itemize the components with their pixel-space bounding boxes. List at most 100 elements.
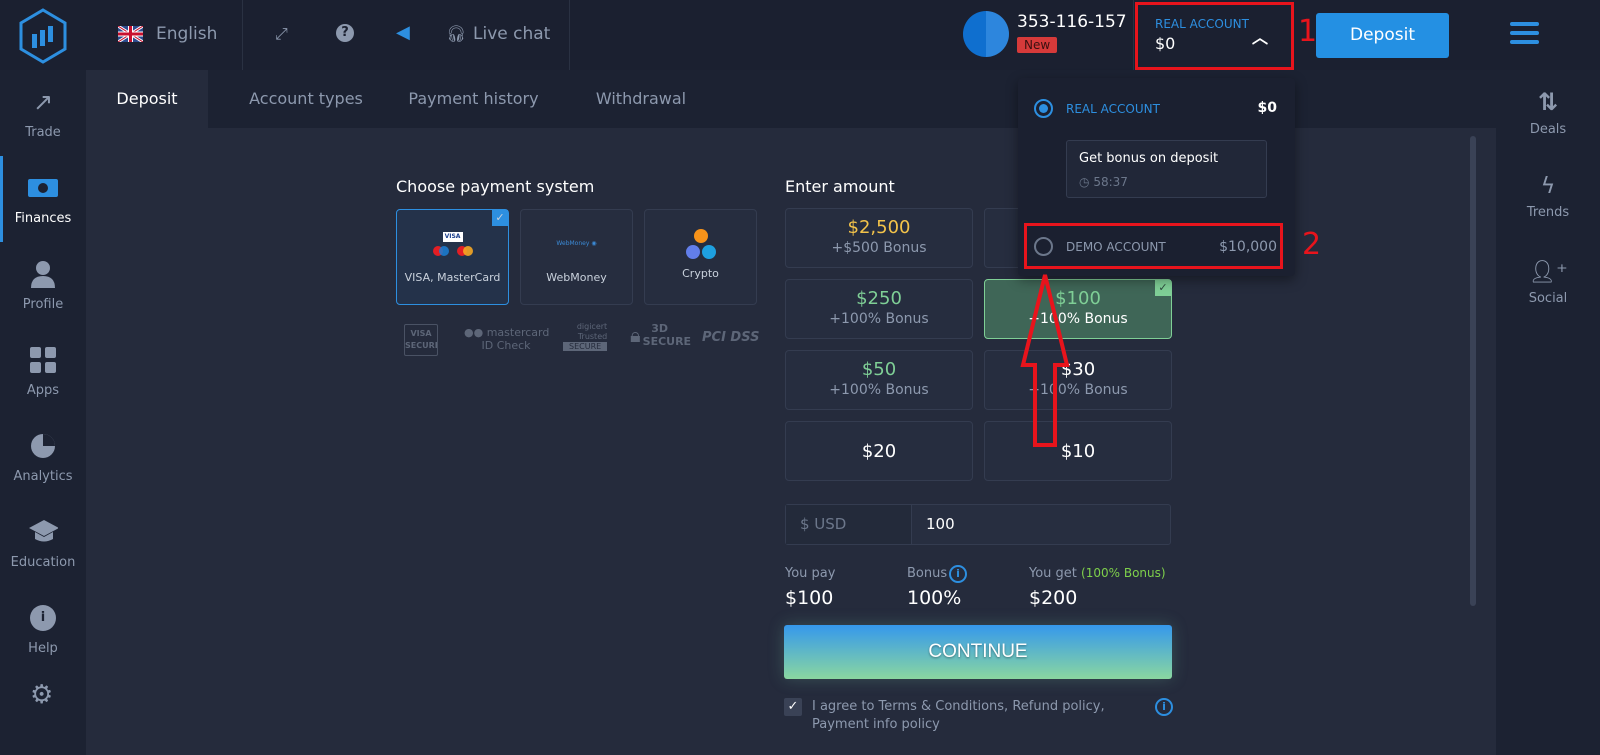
amount-value: $50 bbox=[861, 359, 897, 380]
annotation-box-2 bbox=[1024, 223, 1283, 269]
account-switcher[interactable]: REAL ACCOUNT $0 ︿ bbox=[1136, 2, 1294, 70]
payment-method-label: Crypto bbox=[682, 267, 719, 280]
uk-flag-icon bbox=[117, 24, 144, 44]
deposit-button[interactable]: Deposit bbox=[1316, 13, 1449, 58]
logo-icon[interactable] bbox=[18, 8, 68, 68]
agree-text[interactable]: I agree to Terms & Conditions, Refund po… bbox=[812, 699, 1105, 732]
trend-up-icon: ↗ bbox=[32, 87, 54, 116]
radio-unselected-icon bbox=[1034, 237, 1053, 256]
real-account-balance: $0 bbox=[1257, 100, 1277, 116]
amount-option[interactable]: $250 +100% Bonus bbox=[785, 279, 973, 339]
amount-option[interactable]: $30 +100% Bonus bbox=[984, 350, 1172, 410]
bonus-info-icon[interactable]: i bbox=[949, 565, 967, 583]
sidebar-item-label: Apps bbox=[26, 382, 60, 398]
check-icon: ✓ bbox=[492, 210, 508, 226]
you-get-note: (100% Bonus) bbox=[1081, 566, 1166, 580]
payment-method-label: VISA, MasterCard bbox=[404, 271, 501, 284]
amount-option[interactable]: $2,500 +$500 Bonus bbox=[785, 208, 973, 268]
scrollbar[interactable] bbox=[1470, 136, 1476, 606]
menu-icon[interactable] bbox=[1510, 22, 1539, 44]
amount-value: $2,500 bbox=[847, 217, 911, 238]
annotation-arrow-icon bbox=[1020, 274, 1070, 447]
demo-account-label: DEMO ACCOUNT bbox=[1066, 240, 1166, 254]
bonus-promo[interactable]: Get bonus on deposit ◷ 58:37 bbox=[1066, 140, 1267, 198]
sidebar: ↗ Trade Finances Profile Apps Analytics E… bbox=[0, 70, 86, 755]
annotation-number-1: 1 bbox=[1298, 14, 1318, 49]
annotation-box-1 bbox=[1135, 2, 1294, 70]
sidebar-item-apps[interactable]: Apps bbox=[0, 328, 86, 414]
sidebar-item-help[interactable]: i Help bbox=[0, 586, 86, 672]
headset-icon: 🎧︎ bbox=[446, 24, 467, 43]
sidebar-item-analytics[interactable]: Analytics bbox=[0, 414, 86, 500]
amount-option[interactable]: $20 bbox=[785, 421, 973, 481]
info-icon: i bbox=[28, 603, 58, 633]
sidebar-item-label: Help bbox=[28, 640, 58, 656]
user-icon bbox=[28, 259, 58, 289]
amount-option[interactable]: $50 +100% Bonus bbox=[785, 350, 973, 410]
social-button[interactable]: 👤︎⁺ Social bbox=[1496, 260, 1600, 306]
webmoney-logo-text: WebMoney bbox=[556, 240, 590, 247]
tab-withdrawal[interactable]: Withdrawal bbox=[595, 89, 687, 108]
fullscreen-icon[interactable]: ⤢ bbox=[275, 24, 288, 43]
amount-bonus: +$500 Bonus bbox=[831, 240, 927, 256]
bonus-promo-title: Get bonus on deposit bbox=[1079, 151, 1219, 166]
divider bbox=[1133, 0, 1134, 70]
bonus-value: 100% bbox=[907, 587, 962, 609]
sidebar-item-label: Analytics bbox=[13, 468, 73, 484]
avatar[interactable] bbox=[963, 11, 1009, 57]
sidebar-item-trade[interactable]: ↗ Trade bbox=[0, 70, 86, 156]
new-badge: New bbox=[1017, 37, 1058, 53]
sidebar-item-label: Trade bbox=[25, 124, 61, 140]
continue-button[interactable]: CONTINUE bbox=[784, 625, 1172, 679]
bonus-timer: ◷ 58:37 bbox=[1079, 175, 1128, 189]
payment-method-webmoney[interactable]: WebMoney ◉ WebMoney bbox=[520, 209, 633, 305]
amount-option-selected[interactable]: ✓ $100 +100% Bonus bbox=[984, 279, 1172, 339]
you-get-value: $200 bbox=[1029, 587, 1078, 609]
amount-value: $100 bbox=[1055, 288, 1101, 309]
payment-method-crypto[interactable]: Crypto bbox=[644, 209, 757, 305]
annotation-number-2: 2 bbox=[1302, 227, 1322, 262]
trends-button[interactable]: ϟ Trends bbox=[1496, 174, 1600, 220]
help-icon[interactable]: ? bbox=[336, 24, 354, 42]
amount-option[interactable]: $10 bbox=[984, 421, 1172, 481]
user-id: 353-116-157 bbox=[1017, 12, 1127, 32]
right-panel: ⇅ Deals ϟ Trends 👤︎⁺ Social bbox=[1496, 70, 1600, 755]
visa-secure-badge: VISA SECURE bbox=[404, 324, 438, 356]
terms-info-icon[interactable]: i bbox=[1155, 698, 1173, 716]
amount-value: $20 bbox=[861, 441, 897, 462]
sidebar-item-profile[interactable]: Profile bbox=[0, 242, 86, 328]
crypto-logos-icon bbox=[645, 228, 756, 265]
demo-account-option[interactable]: DEMO ACCOUNT $10,000 bbox=[1018, 218, 1295, 276]
amount-bonus: +100% Bonus bbox=[1028, 382, 1128, 398]
language-selector[interactable]: English bbox=[156, 24, 218, 44]
amount-bonus: +100% Bonus bbox=[1028, 311, 1128, 327]
sidebar-item-label: Profile bbox=[22, 296, 64, 312]
divider bbox=[242, 0, 243, 70]
sidebar-item-finances[interactable]: Finances bbox=[0, 156, 86, 242]
account-dropdown: REAL ACCOUNT $0 Get bonus on deposit ◷ 5… bbox=[1018, 78, 1295, 276]
tab-payment-history[interactable]: Payment history bbox=[408, 89, 539, 108]
top-bar: English ⤢ ? ◀ 🎧︎ Live chat 353-116-157 N… bbox=[0, 0, 1600, 70]
webmoney-logo-icon: WebMoney ◉ bbox=[556, 240, 597, 247]
live-chat-link[interactable]: Live chat bbox=[473, 24, 551, 44]
settings-gear-icon[interactable]: ⚙ bbox=[30, 680, 54, 710]
mastercard-id-check-badge: ●● mastercard ID Check bbox=[464, 326, 550, 352]
sidebar-item-education[interactable]: Education bbox=[0, 500, 86, 586]
lock-icon: 🔒︎ bbox=[630, 323, 641, 347]
currency-label: $ USD bbox=[786, 505, 912, 544]
sound-icon[interactable]: ◀ bbox=[396, 22, 410, 43]
payment-method-label: WebMoney bbox=[546, 271, 607, 284]
tab-deposit[interactable]: Deposit bbox=[86, 70, 208, 128]
amount-input[interactable]: 100 bbox=[926, 515, 955, 533]
tab-account-types[interactable]: Account types bbox=[249, 89, 363, 108]
check-icon: ✓ bbox=[1155, 280, 1171, 296]
you-get-label: You get (100% Bonus) bbox=[1029, 566, 1166, 581]
account-label: REAL ACCOUNT bbox=[1155, 17, 1249, 31]
payment-method-visa-mastercard[interactable]: ✓ VISA VISA, MasterCard bbox=[396, 209, 509, 305]
mastercard-logo-icon bbox=[397, 245, 508, 257]
agree-checkbox[interactable]: ✓ bbox=[784, 698, 802, 716]
sidebar-item-label: Finances bbox=[14, 210, 72, 226]
amount-bonus: +100% Bonus bbox=[829, 311, 929, 327]
real-account-option[interactable]: REAL ACCOUNT $0 bbox=[1018, 78, 1295, 138]
deals-button[interactable]: ⇅ Deals bbox=[1496, 88, 1600, 137]
